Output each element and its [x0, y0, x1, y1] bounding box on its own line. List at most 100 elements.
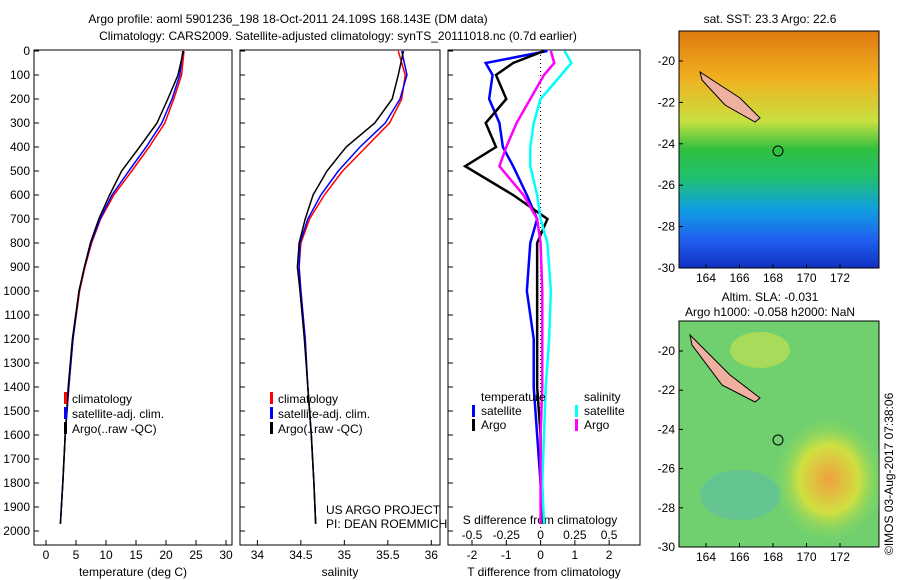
x2-tick-label: -0.5: [462, 528, 483, 542]
new-caledonia-landmass: [699, 70, 761, 123]
x-tick-label: 34.5: [289, 548, 313, 562]
y-tick-label: 1600: [3, 428, 30, 442]
sla-map: [678, 320, 880, 548]
axes-frame: [239, 49, 441, 546]
legend-label: satellite-adj. clim.: [72, 407, 164, 421]
x-axis-label: temperature (deg C): [79, 565, 187, 579]
y-tick-label: 1300: [3, 356, 30, 370]
imos-credit: ©IMOS 03-Aug-2017 07:38:06: [882, 392, 896, 555]
legend-label: Argo: [481, 418, 507, 432]
legend-label: satellite: [584, 404, 625, 418]
x-tick-label: 35: [338, 548, 352, 562]
y-tick-label: 300: [10, 116, 30, 130]
series-line-s-satellite: [529, 50, 573, 524]
title-line1: Argo profile: aoml 5901236_198 18-Oct-20…: [88, 12, 487, 26]
lat-tick-label: -26: [658, 178, 676, 192]
y-tick-label: 2000: [3, 524, 30, 538]
sst-map-title: sat. SST: 23.3 Argo: 22.6: [704, 12, 837, 26]
y-tick-label: 1700: [3, 452, 30, 466]
temperature-panel: 0 5 10 15 20 25 300100200300400500600700800900…: [3, 44, 233, 579]
y-tick-label: 1100: [4, 308, 30, 322]
y-tick-label: 400: [10, 140, 30, 154]
y-tick-label: 500: [10, 164, 30, 178]
lat-tick-label: -20: [658, 54, 676, 68]
new-caledonia-landmass: [689, 333, 761, 403]
y-tick-label: 200: [10, 92, 30, 106]
x-tick-label: 5: [73, 548, 80, 562]
x-tick-label: 1: [572, 548, 579, 562]
y-tick-label: 0: [23, 44, 30, 58]
x-tick-label: 35.5: [376, 548, 400, 562]
lat-tick-label: -22: [658, 95, 676, 109]
axes-frame: [33, 49, 233, 546]
legend-swatch: [575, 405, 578, 417]
lon-tick-label: 172: [830, 550, 850, 564]
title-line2: Climatology: CARS2009. Satellite-adjuste…: [99, 29, 577, 43]
legend-swatch: [64, 422, 67, 434]
legend-label: satellite-adj. clim.: [278, 407, 370, 421]
lat-tick-label: -24: [658, 422, 676, 436]
legend-swatch: [575, 419, 578, 431]
legend-label: Argo: [584, 418, 610, 432]
lat-tick-label: -30: [658, 261, 676, 275]
x2-tick-label: -0.25: [493, 528, 521, 542]
sst-map: [678, 30, 880, 269]
lon-tick-label: 164: [696, 271, 716, 285]
y-tick-label: 1800: [3, 476, 30, 490]
y-tick-label: 900: [10, 260, 30, 274]
project-label: US ARGO PROJECT: [326, 503, 441, 517]
lon-tick-label: 168: [763, 271, 783, 285]
lon-tick-label: 164: [696, 550, 716, 564]
series-line-s-argo: [498, 50, 556, 524]
legend-swatch: [270, 407, 273, 419]
x-tick-label: 34: [251, 548, 265, 562]
lat-tick-label: -24: [658, 137, 676, 151]
y-tick-label: 600: [10, 188, 30, 202]
x-tick-label: -2: [467, 548, 478, 562]
pi-label: PI: DEAN ROEMMICH: [326, 517, 447, 531]
x-tick-label: -1: [501, 548, 512, 562]
x-tick-label: 30: [219, 548, 233, 562]
y-tick-label: 100: [10, 68, 30, 82]
legend-swatch: [64, 392, 67, 404]
legend-swatch: [270, 392, 273, 404]
y-tick-label: 700: [10, 212, 30, 226]
x-tick-label: 2: [606, 548, 613, 562]
sla-map-title: Altim. SLA: -0.031: [722, 290, 819, 304]
x2-tick-label: 0.25: [563, 528, 587, 542]
y-tick-label: 1900: [3, 500, 30, 514]
y-tick-label: 1200: [3, 332, 30, 346]
argo-location-marker: [772, 145, 784, 157]
lon-tick-label: 170: [796, 271, 816, 285]
legend-swatch: [64, 407, 67, 419]
legend-label: climatology: [72, 392, 132, 406]
lat-tick-label: -30: [658, 540, 676, 554]
lon-tick-label: 168: [763, 550, 783, 564]
legend-swatch: [472, 419, 475, 431]
lon-tick-label: 166: [729, 550, 749, 564]
legend-swatch: [472, 405, 475, 417]
lon-tick-label: 166: [729, 271, 749, 285]
x2-tick-label: 0.5: [601, 528, 618, 542]
x-tick-label: 15: [129, 548, 143, 562]
x2-tick-label: 0: [537, 528, 544, 542]
y-tick-label: 1500: [3, 404, 30, 418]
lat-tick-label: -28: [658, 501, 676, 515]
axes-frame: [447, 49, 641, 546]
legend-label: salinity: [584, 390, 621, 404]
y-tick-label: 800: [10, 236, 30, 250]
lon-tick-label: 172: [830, 271, 850, 285]
salinity-panel: 34 34.5 35 35.5 36 salinity climatologysatelli…: [239, 49, 441, 579]
lon-tick-label: 170: [796, 550, 816, 564]
argo-location-marker: [772, 434, 784, 446]
sla-map-subtitle: Argo h1000: -0.058 h2000: NaN: [685, 305, 855, 319]
legend-label: Argo(..raw -QC): [278, 422, 363, 436]
legend-label: temperature: [481, 390, 546, 404]
lat-tick-label: -22: [658, 383, 676, 397]
y-tick-label: 1000: [3, 284, 30, 298]
x-tick-label: 20: [159, 548, 173, 562]
legend-label: climatology: [278, 392, 338, 406]
x-axis-label: T difference from climatology: [467, 565, 621, 579]
